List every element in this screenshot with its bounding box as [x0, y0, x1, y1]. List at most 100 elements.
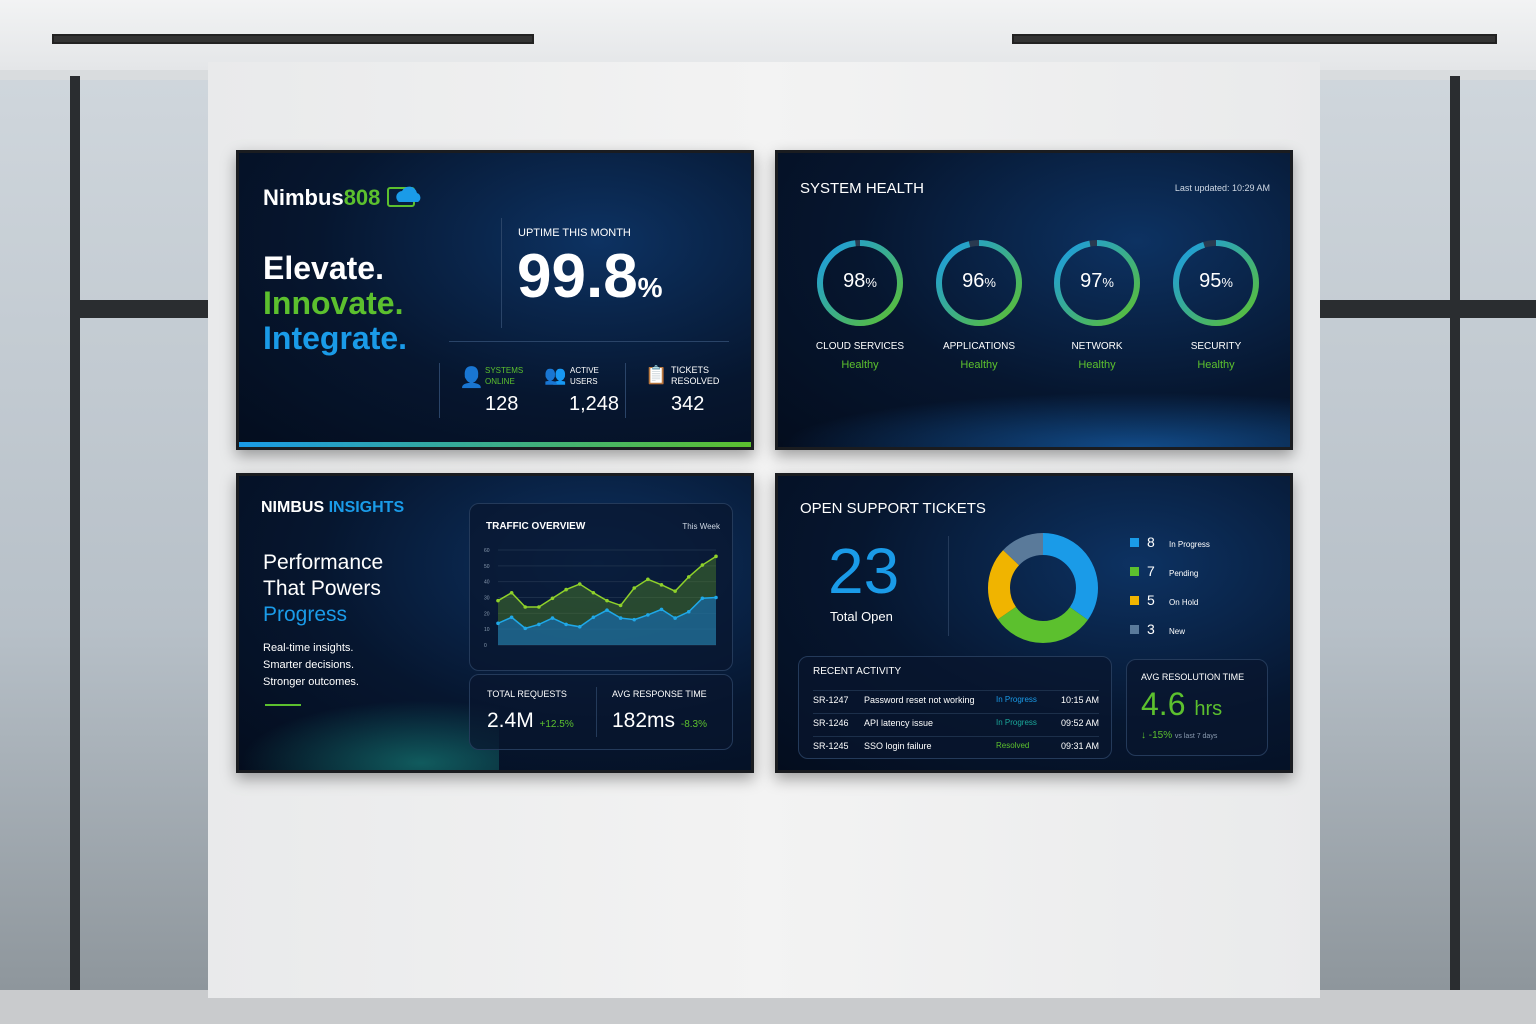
data-point: [618, 616, 623, 620]
service-name: CLOUD SERVICES: [815, 341, 905, 352]
resolution-delta: ↓ -15% vs last 7 days: [1141, 730, 1218, 741]
service-status: Healthy: [841, 359, 879, 371]
divider: [439, 363, 440, 418]
cloud-monitor-icon: [386, 186, 420, 208]
user-check-icon: 👤: [459, 367, 484, 389]
service-name: APPLICATIONS: [942, 341, 1016, 352]
resolution-card: AVG RESOLUTION TIME 4.6 hrs ↓ -15% vs la…: [1126, 659, 1268, 756]
legend-item: 7 Pending: [1130, 563, 1198, 581]
tagline: Elevate. Innovate. Integrate.: [263, 250, 408, 356]
system-health-screen: SYSTEM HEALTH Last updated: 10:29 AM 98%…: [775, 150, 1293, 450]
data-point: [577, 582, 582, 586]
arrow-down-icon: ↓: [1141, 730, 1146, 741]
data-point: [591, 590, 596, 595]
service-status: Healthy: [960, 359, 998, 371]
window-frame: [70, 76, 80, 990]
panel-title: SYSTEM HEALTH: [800, 180, 924, 197]
data-point: [564, 622, 568, 627]
traffic-chart: 0 10 20 30 40 50 60: [484, 548, 718, 649]
activity-row[interactable]: SR-1246 API latency issue In Progress 09:52…: [813, 713, 1099, 731]
kpi-card: TOTAL REQUESTS 2.4M +12.5% AVG RESPONSE …: [469, 674, 733, 750]
window-frame: [80, 300, 208, 318]
data-point: [537, 605, 541, 609]
data-point: [577, 624, 582, 629]
data-point: [646, 613, 650, 617]
status-label: Resolved: [996, 741, 1030, 750]
y-tick-label: 0: [484, 643, 487, 649]
kpi-total-requests: 2.4M +12.5%: [487, 709, 574, 732]
data-point: [496, 621, 500, 626]
divider: [449, 341, 729, 342]
legend-swatch: [1130, 567, 1139, 576]
activity-row[interactable]: SR-1245 SSO login failure Resolved 09:31 AM: [813, 736, 1099, 754]
data-point: [686, 575, 691, 579]
kpi-label: AVG RESPONSE TIME: [612, 689, 707, 699]
ceiling-light: [1012, 34, 1497, 44]
data-point: [537, 622, 541, 627]
particle-wave: [239, 700, 499, 770]
window-frame: [1450, 76, 1460, 990]
divider: [625, 363, 626, 418]
legend-swatch: [1130, 596, 1139, 605]
gauge-ring: [936, 240, 1022, 326]
legend-swatch: [1130, 538, 1139, 547]
data-point: [550, 616, 555, 620]
clipboard-icon: 📋: [645, 365, 668, 385]
data-point: [686, 609, 691, 614]
card-title: RECENT ACTIVITY: [813, 666, 902, 677]
data-point: [673, 589, 677, 593]
service-name: NETWORK: [1071, 341, 1123, 352]
donut-slice-new: [988, 533, 1098, 643]
service-status: Healthy: [1078, 359, 1116, 371]
legend-item: 3 New: [1130, 621, 1185, 639]
glass-wall-right: [1320, 80, 1536, 990]
divider: [501, 218, 502, 328]
tickets-screen: OPEN SUPPORT TICKETS 23 Total Open 8 In P…: [775, 473, 1293, 773]
panel-title: OPEN SUPPORT TICKETS: [800, 500, 986, 517]
window-frame: [1320, 300, 1536, 318]
glass-wall-left: [0, 80, 208, 990]
data-point: [673, 616, 677, 620]
card-title: AVG RESOLUTION TIME: [1141, 672, 1245, 682]
data-point: [632, 586, 637, 590]
gauge-ring: [817, 240, 903, 326]
kpi-avg-response: 182ms -8.3%: [612, 709, 707, 732]
insights-title: NIMBUS INSIGHTS: [261, 499, 405, 516]
insights-screen: NIMBUS INSIGHTS Performance That Powers Pr…: [236, 473, 754, 773]
legend-swatch: [1130, 625, 1139, 634]
accent-bar: [239, 442, 751, 447]
activity-row[interactable]: SR-1247 Password reset not working In Prog…: [813, 690, 1099, 708]
data-point: [659, 607, 664, 612]
divider: [948, 536, 949, 636]
gauge-value: 98%: [843, 270, 877, 292]
last-updated: Last updated: 10:29 AM: [1174, 183, 1270, 193]
legend-item: 8 In Progress: [1130, 534, 1210, 552]
ceiling-light: [52, 34, 534, 44]
donut-slice-on-hold: [988, 533, 1098, 643]
service-status: Healthy: [1197, 359, 1235, 371]
y-tick-label: 60: [484, 548, 490, 554]
data-point: [550, 596, 555, 601]
data-point: [509, 615, 514, 620]
headline: Performance That Powers Progress: [263, 551, 384, 626]
y-tick-label: 50: [484, 564, 490, 570]
data-point: [605, 598, 609, 603]
legend-item: 5 On Hold: [1130, 592, 1198, 610]
accent-line: [265, 704, 301, 706]
data-point: [659, 583, 664, 587]
y-tick-label: 40: [484, 580, 490, 586]
divider: [596, 687, 597, 737]
total-open-count: 23: [828, 535, 900, 607]
uptime-value: 99.8%: [517, 242, 663, 311]
data-point: [646, 577, 650, 582]
tickets-donut-chart: [988, 533, 1098, 643]
data-point: [700, 596, 705, 601]
subtext: Real-time insights. Smarter decisions. Str…: [263, 642, 359, 688]
data-point: [591, 615, 596, 620]
gauge-value: 96%: [962, 270, 996, 292]
overview-screen: Nimbus808 Elevate. Innovate. Integrate. UP…: [236, 150, 754, 450]
data-point: [496, 598, 500, 603]
uptime-label: UPTIME THIS MONTH: [518, 227, 631, 239]
y-tick-label: 30: [484, 596, 490, 602]
range-label[interactable]: This Week: [682, 522, 720, 531]
